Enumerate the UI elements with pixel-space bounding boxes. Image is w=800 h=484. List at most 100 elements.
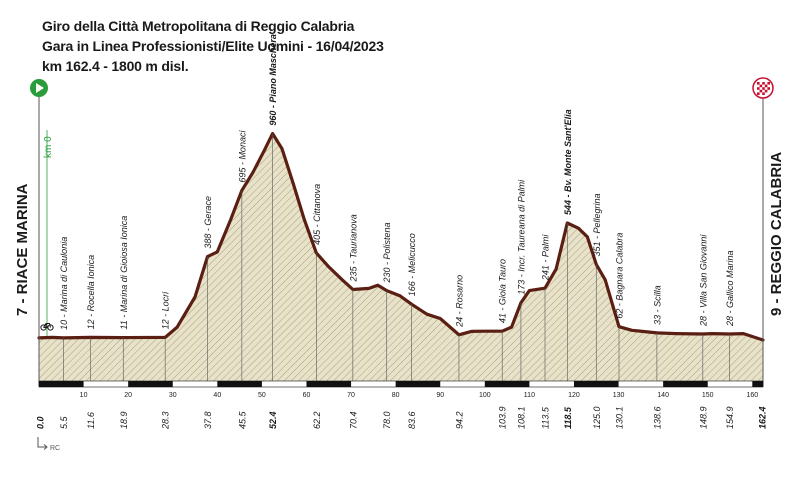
distance-marker: 103.9 xyxy=(498,406,508,429)
x-tick-label: 120 xyxy=(568,392,580,399)
place-label: 241 - Palmi xyxy=(540,234,550,282)
finish-check-square xyxy=(767,87,770,90)
x-tick-label: 110 xyxy=(524,392,535,399)
place-label: 960 - Piano Maschera xyxy=(268,34,278,126)
place-label: 166 - Melicucco xyxy=(407,233,417,296)
rc-label: RC xyxy=(50,445,60,452)
place-label: 12 - Locri xyxy=(161,291,171,330)
distance-marker: 45.5 xyxy=(237,410,247,429)
distance-marker: 62.2 xyxy=(312,411,322,429)
start-town-label: 7 - RIACE MARINA xyxy=(14,183,31,316)
place-label: 41 - Gioia Tauro xyxy=(498,259,508,323)
x-tick-label: 140 xyxy=(657,392,669,399)
distance-marker: 125.0 xyxy=(592,406,602,429)
distance-marker: 148.9 xyxy=(698,406,708,429)
x-tick-label: 100 xyxy=(479,392,491,399)
distance-marker: 28.3 xyxy=(161,411,171,430)
x-tick-label: 30 xyxy=(169,392,177,399)
distance-marker: 113.5 xyxy=(540,406,550,429)
finish-check-square xyxy=(767,82,770,85)
chart-title: Giro della Città Metropolitana di Reggio… xyxy=(42,18,355,34)
finish-town-label: 9 - REGGIO CALABRIA xyxy=(768,152,785,316)
x-tick-label: 50 xyxy=(258,392,266,399)
distance-marker: 130.1 xyxy=(615,406,625,429)
scale-segment xyxy=(484,381,530,387)
bicycle-frame xyxy=(43,323,51,328)
place-label: 235 - Taurianova xyxy=(348,214,358,282)
scale-segment xyxy=(663,381,708,387)
scale-segment xyxy=(306,381,352,387)
scale-segment xyxy=(128,381,173,387)
place-label: 544 - Bv. Monte Sant'Elia xyxy=(563,109,573,215)
x-tick-label: 40 xyxy=(213,392,221,399)
place-label: 62 - Bagnara Calabra xyxy=(615,233,625,319)
distance-marker: 18.9 xyxy=(119,411,129,429)
place-label: 405 - Cittanova xyxy=(312,184,322,245)
x-tick-label: 130 xyxy=(613,392,625,399)
finish-check-square xyxy=(757,92,760,95)
profile-layer xyxy=(37,132,765,381)
place-label: 33 - Scilla xyxy=(652,285,662,325)
x-tick-label: 60 xyxy=(303,392,311,399)
finish-checkered-icon xyxy=(752,77,774,99)
chart-header: Giro della Città Metropolitana di Reggio… xyxy=(42,16,384,76)
place-label: 695 - Monaci xyxy=(237,130,247,183)
place-label: 28 - Gallico Marina xyxy=(725,250,735,327)
x-tick-label: 160 xyxy=(746,392,758,399)
place-label: 388 - Gerace xyxy=(203,196,213,249)
distance-marker: 52.4 xyxy=(268,411,278,429)
place-label: 28 - Villa San Giovanni xyxy=(698,234,708,327)
x-tick-label: 90 xyxy=(436,392,444,399)
x-tick-label: 80 xyxy=(392,392,400,399)
profile-line xyxy=(37,132,765,342)
finish-check-square xyxy=(762,87,765,90)
profile-hatching xyxy=(39,133,763,381)
distance-marker: 78.0 xyxy=(382,411,392,429)
place-label: 24 - Rosarno xyxy=(454,275,464,328)
distance-marker: 154.9 xyxy=(725,406,735,429)
x-tick-label: 150 xyxy=(702,392,714,399)
place-label: 351 - Pellegrina xyxy=(592,193,602,256)
distance-marker: 138.6 xyxy=(652,406,662,429)
scale-segment xyxy=(39,381,84,387)
distance-markers-layer: 0.0 5.5 11.6 18.9 28.3 37.8 45.5 52.4 62.2 70.4 78… xyxy=(36,406,768,430)
x-tick-label: 10 xyxy=(80,392,88,399)
distance-marker: 108.1 xyxy=(516,406,526,429)
corner-arrow-icon xyxy=(37,437,46,448)
distance-marker: 0.0 xyxy=(36,416,46,429)
distance-marker: 83.6 xyxy=(407,411,417,429)
chart-subtitle: Gara in Linea Professionisti/Elite Uomin… xyxy=(42,38,384,54)
finish-check-square xyxy=(757,87,760,90)
place-label: 12 - Rocella Ionica xyxy=(86,255,96,330)
finish-check-square xyxy=(759,89,763,93)
distance-marker: 11.6 xyxy=(86,412,96,429)
distance-scale-bar: 10 20 30 40 50 60 70 80 90 100 110 120 130 140 150 160 xyxy=(38,380,764,399)
x-tick-label: 20 xyxy=(124,392,132,399)
race-stats: km 162.4 - 1800 m disl. xyxy=(42,58,189,74)
distance-marker: 162.4 xyxy=(758,406,768,429)
finish-check-square xyxy=(764,89,768,93)
bicycle-icon xyxy=(40,323,54,331)
start-finish-layer: 7 - RIACE MARINA 9 - REGGIO CALABRIA km 0 R… xyxy=(14,77,785,452)
finish-check-square xyxy=(759,84,763,88)
scale-segment xyxy=(395,381,441,387)
scale-segment xyxy=(217,381,262,387)
scale-segment xyxy=(573,381,619,387)
guide-lines-layer xyxy=(38,96,764,386)
place-label: 11 - Marina di Gioiosa Ionica xyxy=(119,216,129,330)
corner-arrow-head xyxy=(43,444,48,450)
start-play-glyph xyxy=(36,83,44,93)
x-tick-label: 70 xyxy=(347,392,355,399)
distance-marker: 94.2 xyxy=(454,411,464,429)
km0-label: km 0 xyxy=(43,136,54,158)
place-label: 173 - Incr. Taureana di Palmi xyxy=(516,179,526,295)
place-labels-layer: 10 - Marina di Caulonia 12 - Rocella Ioni… xyxy=(59,34,735,330)
distance-marker: 5.5 xyxy=(59,415,69,429)
place-label: 230 - Polistena xyxy=(382,223,392,284)
finish-check-square xyxy=(762,82,765,85)
distance-marker: 37.8 xyxy=(203,411,213,429)
finish-check-square xyxy=(764,84,768,88)
distance-marker: 70.4 xyxy=(348,411,358,429)
distance-marker: 118.5 xyxy=(563,406,573,429)
